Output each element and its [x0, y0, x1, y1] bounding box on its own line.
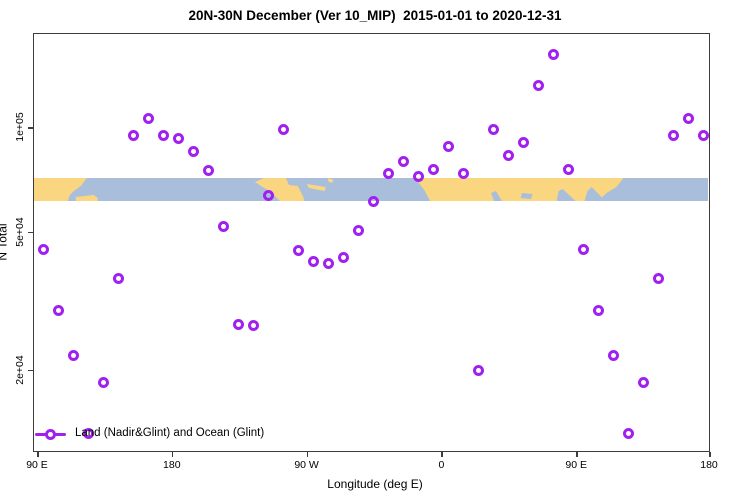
data-point	[98, 377, 110, 389]
data-point	[248, 320, 260, 332]
data-point	[338, 251, 350, 263]
x-tick	[709, 452, 711, 457]
data-point	[353, 224, 365, 236]
y-tick-label: 5e+04	[14, 216, 26, 247]
data-point	[143, 112, 155, 124]
ocean-shape	[520, 193, 533, 199]
data-point	[128, 130, 140, 142]
data-point	[427, 164, 439, 176]
data-point	[278, 124, 290, 136]
data-point	[382, 167, 394, 179]
data-point	[113, 273, 125, 285]
x-tick-label: 0	[438, 459, 445, 471]
map-strip	[34, 178, 708, 201]
x-tick-label: 180	[163, 459, 181, 471]
x-tick	[171, 452, 174, 457]
data-point	[308, 255, 320, 267]
legend-label: Land (Nadir&Glint) and Ocean (Glint)	[75, 427, 265, 439]
data-point	[532, 80, 544, 92]
ocean-shape	[556, 189, 576, 201]
land-shape	[34, 178, 87, 201]
ocean-shape	[490, 191, 502, 201]
land-shape	[306, 184, 326, 191]
data-point	[83, 427, 95, 439]
y-tick	[28, 369, 33, 372]
data-point	[697, 129, 709, 141]
data-point	[562, 164, 574, 176]
data-point	[368, 196, 379, 208]
data-point	[457, 168, 469, 180]
legend-marker-icon	[45, 428, 56, 440]
data-point	[682, 112, 694, 124]
data-point	[188, 146, 200, 158]
data-point	[592, 304, 604, 316]
y-tick	[28, 127, 33, 129]
x-tick-label: 180	[700, 459, 718, 471]
data-point	[577, 244, 589, 256]
data-point	[38, 244, 50, 256]
data-point	[68, 350, 80, 362]
x-tick-label: 90 E	[26, 459, 48, 471]
ocean-shape	[584, 187, 606, 201]
x-tick-label: 90 E	[565, 459, 587, 471]
y-tick-label: 2e+04	[14, 355, 26, 385]
data-point	[547, 48, 559, 60]
data-point	[517, 136, 529, 148]
data-point	[607, 350, 619, 362]
y-axis-title: N Total	[0, 223, 10, 260]
x-tick	[37, 452, 39, 457]
data-point	[622, 428, 634, 440]
data-point	[263, 189, 275, 201]
y-tick-label: 1e+05	[14, 112, 26, 142]
data-point	[412, 171, 424, 182]
data-point	[637, 377, 649, 389]
x-tick	[576, 452, 578, 457]
data-point	[667, 130, 679, 142]
data-point	[502, 150, 514, 162]
data-point	[442, 141, 454, 153]
data-point	[397, 156, 409, 168]
data-point	[323, 257, 335, 269]
data-point	[203, 164, 215, 176]
x-tick	[441, 452, 443, 457]
data-point	[53, 304, 65, 316]
data-point	[158, 129, 170, 141]
data-point	[233, 319, 245, 331]
data-point	[652, 273, 664, 285]
data-point	[293, 245, 305, 257]
x-tick	[306, 452, 309, 457]
data-point	[487, 123, 499, 135]
y-tick	[28, 231, 33, 234]
data-point	[218, 221, 230, 233]
land-shape	[75, 195, 98, 201]
ocean-shape	[285, 178, 298, 186]
data-point	[472, 365, 484, 377]
chart-title: 20N-30N December (Ver 10_MIP) 2015-01-01…	[188, 8, 562, 23]
x-axis-title: Longitude (deg E)	[327, 477, 423, 491]
x-tick-label: 90 W	[294, 459, 319, 471]
data-point	[173, 133, 185, 145]
plot-area	[33, 33, 710, 452]
land-shape	[415, 178, 624, 201]
